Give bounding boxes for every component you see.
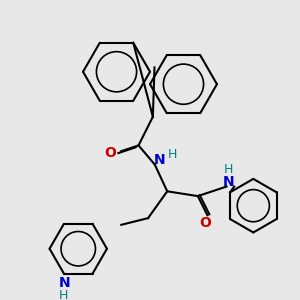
Text: N: N xyxy=(59,276,71,290)
Text: H: H xyxy=(167,148,177,161)
Text: O: O xyxy=(104,146,116,160)
Text: H: H xyxy=(224,163,233,176)
Text: H: H xyxy=(59,290,68,300)
Text: N: N xyxy=(223,175,234,189)
Text: N: N xyxy=(154,153,165,167)
Text: O: O xyxy=(200,216,211,230)
